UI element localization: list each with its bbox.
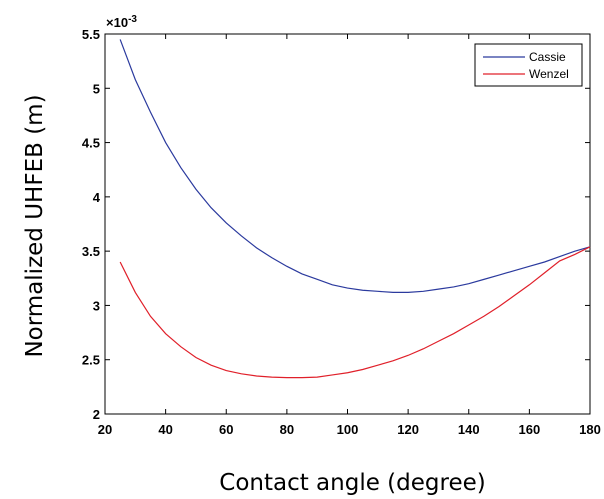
y-axis-title: Normalized UHFEB (m) xyxy=(22,94,48,357)
y-tick-label: 2.5 xyxy=(82,353,100,368)
y-tick-label: 5.5 xyxy=(82,27,100,42)
legend-label-cassie: Cassie xyxy=(529,50,566,64)
y-tick-label: 4.5 xyxy=(82,136,100,151)
x-tick-label: 160 xyxy=(519,422,541,437)
plot-area: 20 40 60 80 100 120 140 160 180 2 2.5 3 3.5 4 4.5 5 5.5 xyxy=(82,27,601,437)
series-line-wenzel xyxy=(119,246,591,379)
x-tick-label: 60 xyxy=(219,422,233,437)
y-tick-label: 3.5 xyxy=(82,244,100,259)
y-axis-exponent: ×10-3 xyxy=(106,14,137,30)
y-tick-label: 2 xyxy=(93,407,100,422)
y-tick-label: 3 xyxy=(93,298,100,313)
x-tick-label: 40 xyxy=(158,422,172,437)
plot-frame xyxy=(104,33,591,415)
legend: Cassie Wenzel xyxy=(474,43,583,87)
x-tick-label: 100 xyxy=(337,422,359,437)
ticks-layer: 20 40 60 80 100 120 140 160 180 2 2.5 3 3.5 4 4.5 5 5.5 xyxy=(82,27,601,437)
legend-box xyxy=(474,43,583,87)
legend-label-wenzel: Wenzel xyxy=(529,67,569,81)
y-axis-exponent-base: ×10 xyxy=(106,15,128,30)
y-tick-label: 4 xyxy=(93,190,101,205)
legend-items: Cassie Wenzel xyxy=(483,50,569,81)
x-axis-title: Contact angle (degree) xyxy=(219,470,485,496)
x-tick-label: 120 xyxy=(397,422,419,437)
series-layer xyxy=(119,39,591,379)
x-tick-label: 80 xyxy=(280,422,294,437)
x-tick-label: 140 xyxy=(458,422,480,437)
series-line-cassie xyxy=(119,39,591,293)
y-axis-exponent-power: -3 xyxy=(128,14,137,25)
y-tick-label: 5 xyxy=(93,81,100,96)
x-tick-label: 20 xyxy=(98,422,112,437)
x-tick-label: 180 xyxy=(579,422,601,437)
